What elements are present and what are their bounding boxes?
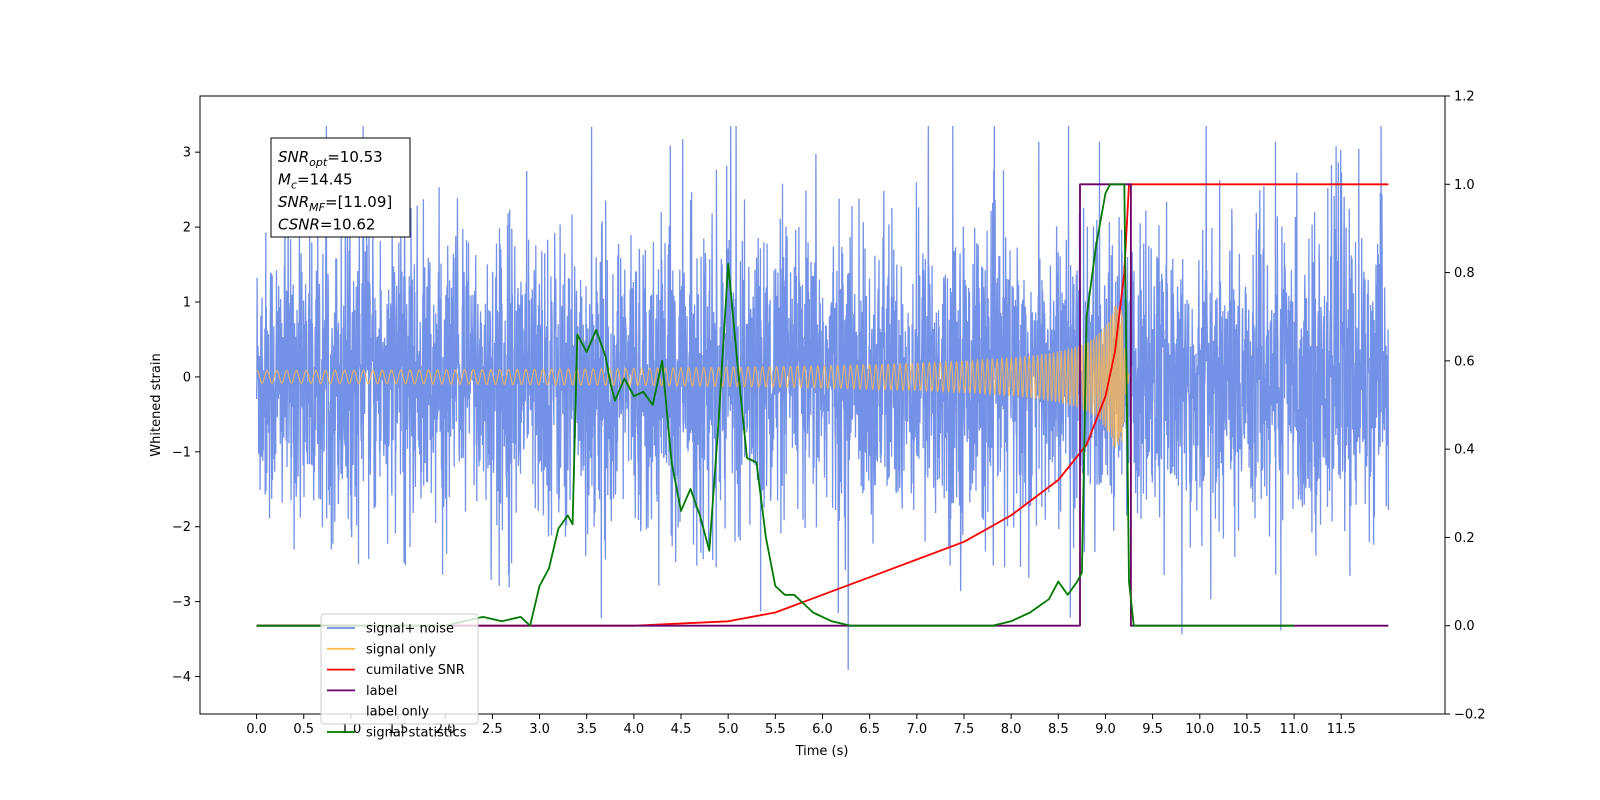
- y2-tick-label: 1.2: [1454, 90, 1475, 105]
- legend-label: label: [366, 684, 397, 699]
- series-signal-noise-line: [255, 125, 1390, 671]
- x-tick-label: 4.5: [671, 722, 692, 737]
- y2-tick-label: 0.0: [1454, 619, 1475, 634]
- y2-tick-label: 0.8: [1454, 266, 1475, 281]
- x-tick-label: 11.0: [1280, 722, 1309, 737]
- x-tick-label: 5.0: [718, 722, 739, 737]
- x-tick-label: 3.5: [576, 722, 597, 737]
- info-symbol: CSNR: [278, 216, 320, 234]
- legend-items: signal+ noise signal only cumilative SNR la…: [327, 622, 467, 741]
- y-tick-label: 3: [183, 146, 191, 161]
- info-value: =[11.09]: [325, 193, 392, 211]
- info-box-frame: [270, 137, 411, 238]
- y2-axis: −0.2 0.0 0.2 0.4 0.6 0.8 1.0 1.2: [1445, 90, 1486, 723]
- series-signal-statistics-line: [256, 183, 1295, 627]
- x-axis-label: Time (s): [795, 744, 849, 759]
- legend-label: cumilative SNR: [366, 663, 465, 678]
- x-tick-label: 8.0: [1001, 722, 1022, 737]
- y2-tick-label: 0.4: [1454, 443, 1475, 458]
- y-tick-label: 2: [183, 221, 191, 236]
- info-box: SNRopt=10.53Mc=14.45SNRMF=[11.09]CSNR=10…: [270, 137, 411, 238]
- legend-label: label only: [366, 705, 429, 720]
- x-tick-label: 9.0: [1095, 722, 1116, 737]
- info-value: =14.45: [297, 171, 353, 189]
- x-tick-label: 6.0: [812, 722, 833, 737]
- info-line: Mc=14.45: [278, 171, 353, 192]
- y-tick-label: −2: [172, 520, 191, 535]
- x-tick-label: 7.0: [906, 722, 927, 737]
- y-tick-label: 0: [183, 370, 191, 385]
- info-subscript: c: [291, 179, 297, 192]
- info-value: =10.62: [320, 216, 376, 234]
- x-tick-label: 1.5: [388, 722, 409, 737]
- y-axis-label: Whitened strain: [149, 353, 164, 456]
- x-tick-label: 9.5: [1142, 722, 1163, 737]
- x-tick-label: 0.0: [246, 722, 267, 737]
- info-line: CSNR=10.62: [278, 216, 375, 234]
- y2-tick-label: −0.2: [1454, 708, 1486, 723]
- y2-tick-label: 0.2: [1454, 531, 1475, 546]
- info-symbol: SNR: [278, 193, 309, 211]
- info-subscript: opt: [309, 156, 328, 169]
- legend-label: signal only: [366, 642, 436, 657]
- x-tick-label: 3.0: [529, 722, 550, 737]
- y2-tick-label: 1.0: [1454, 178, 1475, 193]
- series-signal-only-line: [256, 305, 1130, 449]
- info-symbol: M: [278, 171, 291, 189]
- legend-frame: [320, 613, 479, 725]
- legend-label: signal+ noise: [366, 622, 454, 637]
- info-line: SNRopt=10.53: [278, 148, 383, 169]
- series-layer: [255, 125, 1390, 671]
- x-tick-label: 8.5: [1048, 722, 1069, 737]
- x-tick-label: 6.5: [859, 722, 880, 737]
- y-tick-label: −4: [172, 670, 191, 685]
- x-axis: 0.0 0.5 1.0 1.5 2.0 2.5 3.0 3.5 4.0 4.5 5.0 5.5 6.0 6…: [246, 714, 1356, 737]
- x-tick-label: 10.0: [1185, 722, 1214, 737]
- x-tick-label: 2.5: [482, 722, 503, 737]
- y2-tick-label: 0.6: [1454, 354, 1475, 369]
- y-tick-label: 1: [183, 296, 191, 311]
- x-tick-label: 10.5: [1232, 722, 1261, 737]
- info-line: SNRMF=[11.09]: [278, 193, 392, 214]
- legend-label: signal statistics: [366, 726, 467, 741]
- x-tick-label: 2.0: [435, 722, 456, 737]
- x-tick-label: 1.0: [341, 722, 362, 737]
- x-tick-label: 7.5: [954, 722, 975, 737]
- x-tick-label: 0.5: [293, 722, 314, 737]
- info-subscript: MF: [309, 201, 325, 214]
- info-symbol: SNR: [278, 148, 309, 166]
- info-lines: SNRopt=10.53Mc=14.45SNRMF=[11.09]CSNR=10…: [278, 148, 392, 234]
- x-tick-label: 5.5: [765, 722, 786, 737]
- y-axis: −4 −3 −2 −1 0 1 2 3: [172, 146, 200, 685]
- x-tick-label: 4.0: [624, 722, 645, 737]
- legend: signal+ noise signal only cumilative SNR la…: [320, 613, 479, 741]
- y-tick-label: −3: [172, 595, 191, 610]
- info-value: =10.53: [327, 148, 383, 166]
- y-tick-label: −1: [172, 445, 191, 460]
- x-tick-label: 11.5: [1327, 722, 1356, 737]
